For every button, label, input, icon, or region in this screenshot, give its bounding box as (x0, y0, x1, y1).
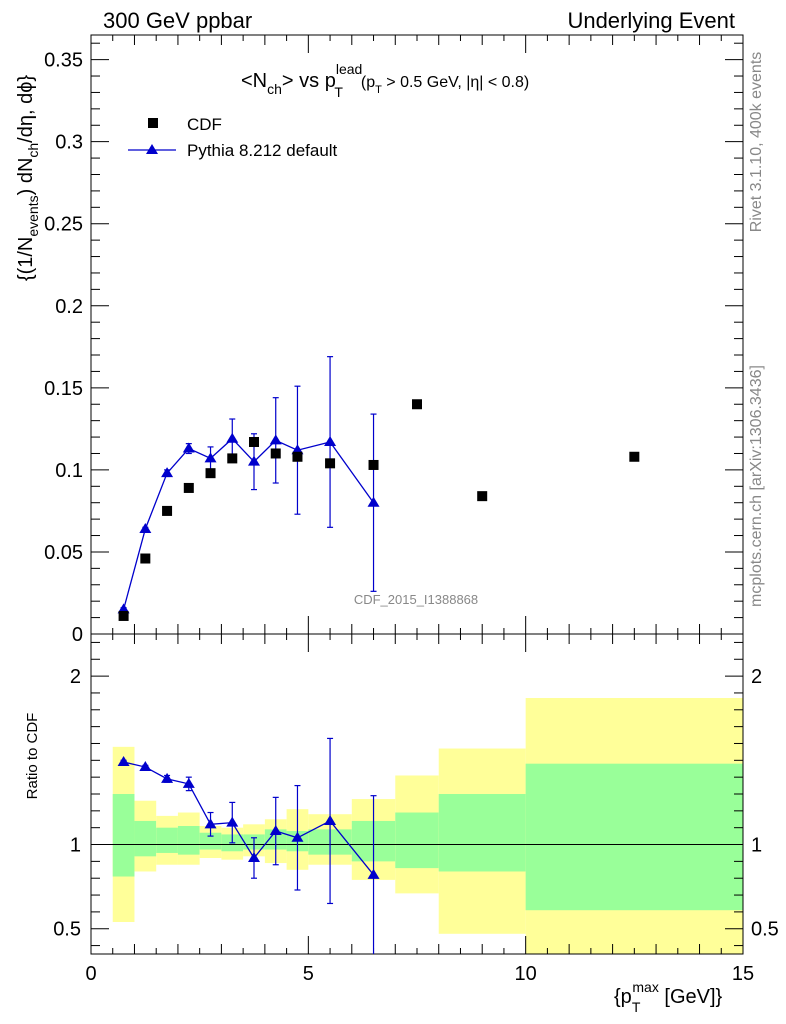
ratio-mc-point (204, 818, 217, 829)
ratio-mc-point (161, 772, 174, 783)
mc-line (122, 437, 375, 610)
legend-mc-marker (146, 144, 158, 154)
main-y-tick-label: 0.25 (44, 214, 83, 236)
ratio-y-tick-label-right: 0.5 (751, 919, 779, 941)
side-label-mcplots: mcplots.cern.ch [arXiv:1306.3436] (748, 365, 765, 607)
ratio-y-tick-label-left: 0.5 (53, 919, 81, 941)
x-tick-label: 0 (85, 963, 96, 985)
data-point (227, 453, 238, 464)
main-y-axis-label: {(1/Nevents) dNch/dη, dϕ} (15, 75, 41, 282)
ratio-mc-point (291, 831, 304, 842)
x-tick-label: 5 (303, 963, 314, 985)
data-point (292, 451, 303, 462)
legend-data-marker (148, 118, 158, 128)
x-tick-label: 15 (732, 963, 754, 985)
chart-title: <Nch> vs plead T(pT > 0.5 GeV, |η| < 0.8) (241, 61, 529, 100)
ratio-mc-point (139, 761, 152, 772)
data-point (162, 505, 173, 516)
main-y-tick-label: 0.15 (44, 378, 83, 400)
mc-point (204, 452, 217, 463)
main-y-tick-label: 0 (72, 624, 83, 646)
mc-point (324, 435, 337, 446)
mc-point (226, 432, 239, 443)
data-point (249, 436, 259, 447)
mc-point (367, 496, 380, 507)
main-y-tick-label: 0.2 (55, 296, 83, 318)
data-point (412, 399, 422, 410)
x-tick-label: 10 (515, 963, 537, 985)
ratio-mc-point (367, 868, 380, 879)
band-inner (395, 812, 439, 869)
data-point (325, 458, 336, 469)
ratio-y-tick-labels: 0.5 0.5 1 1 2 2 (53, 666, 779, 941)
legend: CDF Pythia 8.212 default (128, 115, 338, 160)
ratio-y-tick-label-left: 2 (70, 666, 81, 688)
band-inner (112, 794, 135, 877)
main-y-tick-label: 0.05 (44, 542, 83, 564)
ratio-y-tick-label-right: 2 (751, 666, 762, 688)
ratio-mc-point (324, 814, 337, 825)
band-inner (134, 820, 157, 857)
data-point (183, 482, 194, 493)
mc-point (248, 455, 260, 466)
band-inner (525, 763, 743, 911)
ratio-mc-point (182, 777, 195, 788)
ratio-mc-series (117, 737, 380, 954)
legend-data-label: CDF (187, 115, 222, 134)
header-left-label: 300 GeV ppbar (103, 8, 252, 33)
mc-point (291, 444, 304, 455)
data-point (140, 553, 151, 564)
main-data-series (118, 399, 640, 621)
legend-mc-label: Pythia 8.212 default (187, 141, 338, 160)
main-axis-ticks (90, 35, 744, 635)
x-axis-label: {pTmax [GeV]} (614, 979, 723, 1015)
data-point (477, 491, 488, 502)
band-inner (156, 827, 178, 853)
main-y-tick-label: 0.35 (44, 50, 83, 72)
ratio-mc-point (226, 816, 239, 827)
main-y-tick-label: 0.3 (55, 132, 83, 154)
side-label-rivet: Rivet 3.1.10, 400k events (748, 52, 765, 233)
main-mc-series (117, 356, 380, 614)
ratio-mc-point (117, 756, 130, 766)
ratio-mc-point (269, 825, 282, 836)
data-point (118, 610, 129, 621)
mc-point (182, 442, 195, 453)
data-point (205, 468, 216, 479)
x-tick-labels: 0 5 10 15 (85, 963, 754, 985)
ratio-y-tick-label-right: 1 (751, 835, 762, 857)
main-y-tick-label: 0.1 (55, 460, 83, 482)
mc-point (139, 522, 152, 533)
ratio-axis-ticks (90, 634, 744, 954)
mc-point (269, 434, 282, 445)
analysis-watermark: CDF_2015_I1388868 (354, 592, 478, 607)
data-point (629, 451, 640, 462)
data-point (270, 448, 281, 459)
band-inner (177, 826, 200, 855)
main-y-tick-labels: 0 0.05 0.1 0.15 0.2 0.25 0.3 0.35 (44, 50, 83, 646)
band-inner (438, 794, 526, 872)
data-point (368, 459, 379, 470)
mc-point (117, 603, 130, 614)
header-right-label: Underlying Event (567, 8, 735, 33)
band-inner (199, 832, 222, 850)
mc-point (161, 467, 174, 478)
ratio-mc-point (248, 852, 260, 862)
ratio-y-tick-label-left: 1 (70, 835, 81, 857)
ratio-y-axis-label: Ratio to CDF (24, 713, 41, 800)
